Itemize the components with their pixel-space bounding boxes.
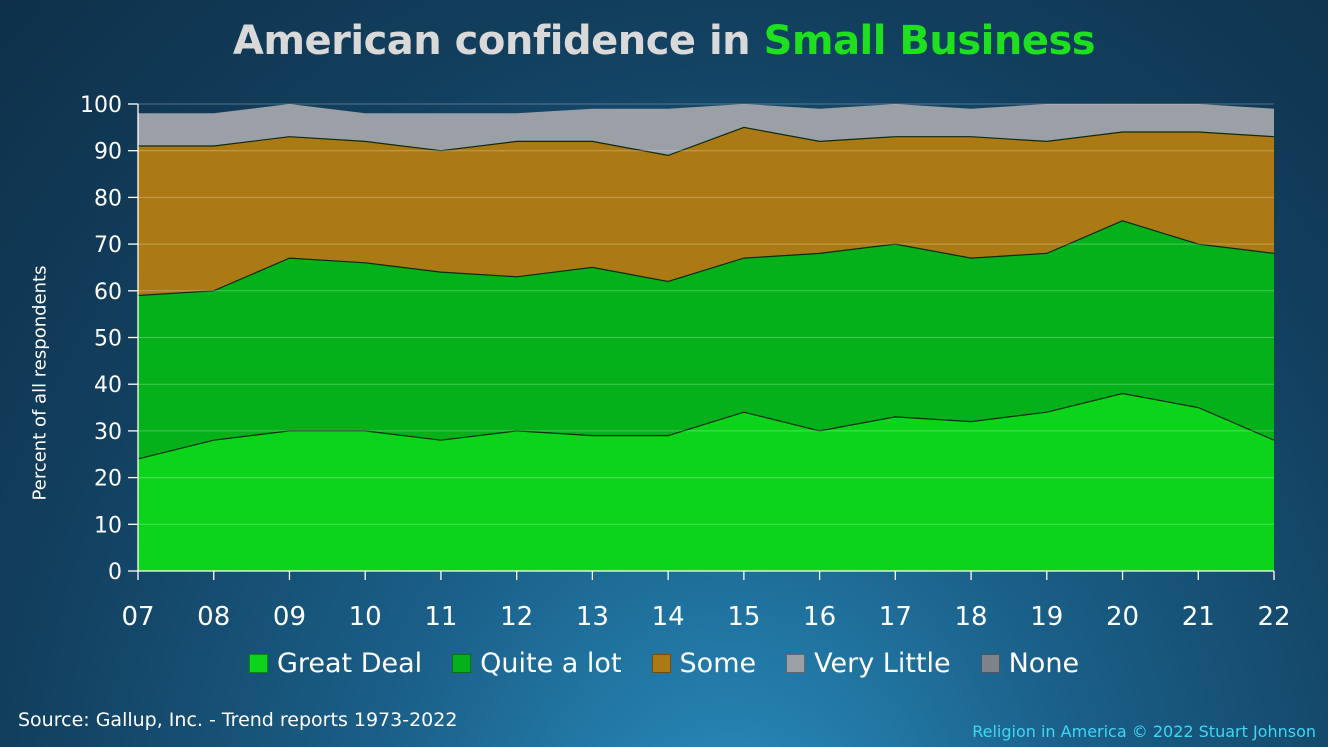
axes-group — [128, 103, 1275, 580]
x-tick-label: 12 — [500, 602, 533, 632]
legend-item-great-deal: Great Deal — [248, 648, 423, 679]
x-tick-label: 14 — [652, 602, 685, 632]
gridlines-group — [138, 103, 1274, 525]
x-tick-label: 10 — [349, 602, 382, 632]
x-tick-label: 21 — [1182, 602, 1215, 632]
x-tick-labels-group: 07 08 09 10 11 12 13 14 15 16 17 18 19 20 21 22 — [121, 602, 1290, 632]
area-quite-a-lot — [138, 220, 1274, 459]
legend-swatch-great-deal — [248, 654, 268, 673]
legend: Great Deal Quite a lot Some Very Little … — [0, 648, 1328, 679]
y-tick-label: 10 — [94, 513, 122, 538]
y-tick-label: 100 — [80, 93, 122, 118]
x-tick-label: 15 — [727, 602, 760, 632]
y-tick-label: 80 — [94, 186, 122, 211]
legend-item-quite-a-lot: Quite a lot — [452, 648, 622, 679]
legend-label-very-little: Very Little — [814, 648, 951, 679]
legend-item-some: Some — [651, 648, 757, 679]
boundary-line-some — [138, 126, 1275, 157]
legend-swatch-some — [651, 654, 671, 673]
y-tick-label: 70 — [94, 233, 122, 258]
y-axis-label: Percent of all respondents — [29, 265, 51, 501]
boundary-lines-group — [137, 126, 1275, 460]
legend-item-none: None — [980, 648, 1080, 679]
area-some — [138, 127, 1274, 296]
credit-note: Religion in America © 2022 Stuart Johnso… — [972, 722, 1316, 741]
title-highlight: Small Business — [763, 18, 1096, 64]
legend-label-quite-a-lot: Quite a lot — [480, 648, 622, 679]
y-tick-label: 60 — [94, 280, 122, 305]
x-tick-label: 07 — [121, 602, 154, 632]
source-note: Source: Gallup, Inc. - Trend reports 197… — [18, 709, 458, 731]
y-tick-label: 50 — [94, 327, 122, 352]
y-tick-label: 40 — [94, 373, 122, 398]
x-tick-label: 08 — [197, 602, 230, 632]
area-great-deal — [138, 393, 1274, 571]
x-tick-label: 09 — [273, 602, 306, 632]
legend-label-great-deal: Great Deal — [276, 648, 423, 679]
x-tick-label: 13 — [576, 602, 609, 632]
y-tick-label: 0 — [108, 560, 122, 585]
x-tick-label: 17 — [879, 602, 912, 632]
legend-label-none: None — [1008, 648, 1080, 679]
x-tick-label: 18 — [955, 602, 988, 632]
x-tick-label: 11 — [424, 602, 457, 632]
x-tick-label: 19 — [1030, 602, 1063, 632]
legend-label-some: Some — [679, 648, 757, 679]
legend-swatch-very-little — [786, 654, 806, 673]
title-prefix: American confidence in — [232, 18, 764, 64]
y-tick-label: 90 — [94, 140, 122, 165]
area-series-group — [138, 104, 1274, 571]
x-tick-label: 20 — [1106, 602, 1139, 632]
y-tick-label: 20 — [94, 467, 122, 492]
area-very-little — [138, 104, 1274, 156]
legend-item-very-little: Very Little — [786, 648, 951, 679]
chart-title: American confidence in Small Business — [0, 18, 1328, 64]
legend-swatch-none — [980, 654, 1000, 673]
x-tick-label: 16 — [803, 602, 836, 632]
x-tick-label: 22 — [1257, 602, 1290, 632]
boundary-line-great-deal — [137, 392, 1275, 460]
boundary-line-quite-a-lot — [137, 220, 1275, 297]
y-tick-labels-group: 0 10 20 30 40 50 60 70 80 90 100 — [80, 93, 122, 585]
y-tick-label: 30 — [94, 420, 122, 445]
legend-swatch-quite-a-lot — [452, 654, 472, 673]
